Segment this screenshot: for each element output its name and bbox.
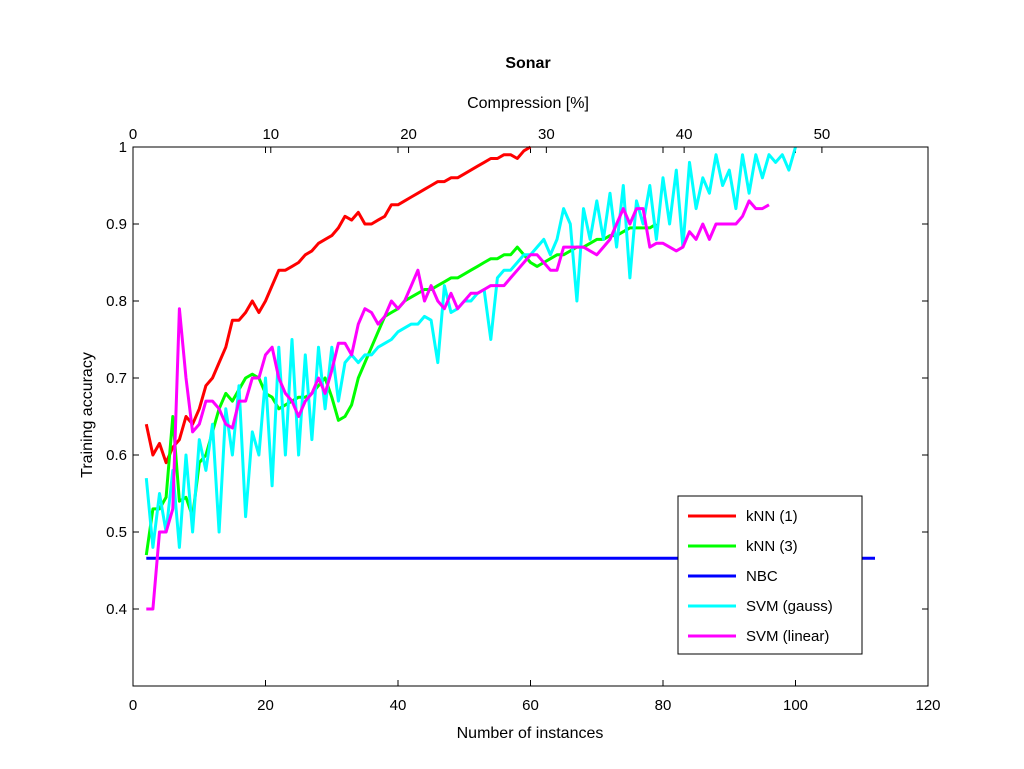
x-tick-label: 120 [915,697,940,714]
y-tick-label: 0.7 [106,370,127,387]
x2-tick-label: 50 [814,126,831,143]
axis-ticks: 0 20 40 60 80 100 120 0 10 20 30 40 50 0.4 0.5 0.6 0.7 0.… [106,126,940,714]
y-tick-label: 0.9 [106,216,127,233]
x2-tick-label: 10 [262,126,279,143]
series-line-svm-gauss [144,146,797,549]
x-tick-label: 80 [655,697,672,714]
series-line-knn-1 [144,145,532,465]
x-axis-title: Number of instances [457,725,604,742]
x-tick-label: 60 [522,697,539,714]
legend-label-svm-gauss: SVM (gauss) [746,598,833,615]
y-tick-label: 0.6 [106,447,127,464]
legend-label-knn-3: kNN (3) [746,538,798,555]
y-tick-label: 0.5 [106,524,127,541]
legend-label-nbc: NBC [746,568,778,585]
plot-frame [132,146,929,687]
x2-tick-label: 0 [129,126,137,143]
chart-title: Sonar [505,55,550,72]
x-tick-label: 20 [257,697,274,714]
legend: kNN (1) kNN (3) NBC SVM (gauss) SVM (linear) [677,495,863,655]
y-tick-label: 1 [119,139,127,156]
x2-tick-label: 40 [676,126,693,143]
x2-axis-title: Compression [%] [467,95,589,112]
y-tick-label: 0.8 [106,293,127,310]
series-line-svm-linear [146,199,770,611]
x2-tick-label: 30 [538,126,555,143]
x-tick-label: 100 [783,697,808,714]
x-tick-label: 0 [129,697,137,714]
x2-tick-label: 20 [400,126,417,143]
y-tick-label: 0.4 [106,601,127,618]
legend-label-knn-1: kNN (1) [746,508,798,525]
legend-label-svm-linear: SVM (linear) [746,628,829,645]
y-axis-title: Training accuracy [79,352,96,478]
x-tick-label: 40 [390,697,407,714]
